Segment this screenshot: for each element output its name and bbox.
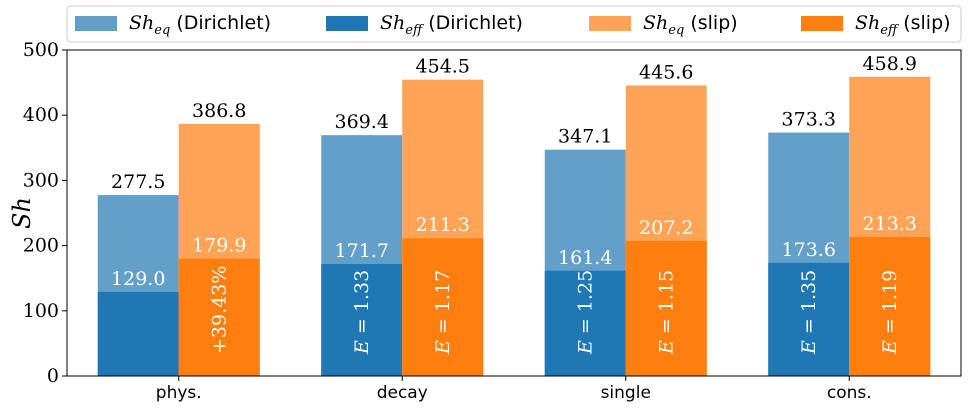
- value-label-slip-eff-phys: 179.9: [192, 235, 246, 257]
- y-tick-label: 500: [23, 39, 59, 61]
- x-tick-label: phys.: [156, 383, 202, 403]
- value-label-dirichlet-eq-single: 347.1: [558, 126, 612, 148]
- value-label-dirichlet-eff-decay: 171.7: [335, 240, 389, 262]
- bar-dirichlet-eff-decay: [321, 264, 403, 376]
- bar-annotation-slip-phys: +39.43%: [208, 266, 230, 354]
- value-label-dirichlet-eq-cons: 373.3: [782, 109, 836, 131]
- bar-annotation-dirichlet-single: E = 1.25: [574, 270, 596, 355]
- bar-annotation-dirichlet-cons: E = 1.35: [798, 270, 820, 355]
- legend-swatch: [326, 16, 368, 31]
- bar-annotation-slip-cons: E = 1.19: [879, 270, 901, 355]
- y-tick-label: 400: [23, 104, 59, 126]
- bar-dirichlet-eff-phys: [97, 291, 179, 376]
- value-label-dirichlet-eq-phys: 277.5: [111, 171, 165, 193]
- y-tick-label: 300: [23, 169, 59, 191]
- y-axis-label: Sh: [8, 197, 36, 229]
- value-label-slip-eff-cons: 213.3: [863, 213, 917, 235]
- bar-dirichlet-eff-cons: [768, 262, 850, 376]
- legend-label: Sheq (Dirichlet): [129, 12, 271, 38]
- x-tick-label: cons.: [827, 383, 872, 403]
- bar-annotation-dirichlet-decay: E = 1.33: [351, 270, 373, 355]
- value-label-dirichlet-eff-single: 161.4: [558, 247, 612, 269]
- bar-slip-eff-phys: [178, 258, 260, 376]
- value-label-slip-eff-decay: 211.3: [416, 214, 470, 236]
- legend-swatch: [589, 16, 631, 31]
- value-label-dirichlet-eq-decay: 369.4: [335, 111, 389, 133]
- legend-label: Sheff (Dirichlet): [380, 12, 523, 38]
- x-axis: phys. decay single cons.: [156, 376, 872, 403]
- bar-annotation-slip-decay: E = 1.17: [432, 270, 454, 355]
- value-label-dirichlet-eff-cons: 173.6: [782, 239, 836, 261]
- x-tick-label: single: [601, 383, 651, 403]
- bar-slip-eff-decay: [402, 238, 484, 376]
- legend: Sheq (Dirichlet) Sheff (Dirichlet) Sheq (s…: [66, 5, 962, 43]
- inner-labels-layer: 277.5 129.0 386.8 179.9 +39.43% 369.4 171.7 454…: [111, 53, 917, 355]
- value-label-dirichlet-eff-phys: 129.0: [111, 268, 165, 290]
- value-label-slip-eff-single: 207.2: [639, 217, 693, 239]
- bar-annotation-slip-single: E = 1.15: [655, 270, 677, 355]
- bar-slip-eff-single: [625, 240, 707, 376]
- legend-label: Sheq (slip): [643, 12, 738, 38]
- bars-layer: [97, 76, 931, 376]
- legend-box: [66, 5, 962, 43]
- value-label-slip-eq-decay: 454.5: [416, 56, 470, 78]
- bar-dirichlet-eff-single: [544, 270, 626, 376]
- y-tick-label: 100: [23, 300, 59, 322]
- x-tick-label: decay: [377, 383, 428, 403]
- value-label-slip-eq-single: 445.6: [639, 61, 693, 83]
- legend-swatch: [801, 16, 843, 31]
- legend-label: Sheff (slip): [855, 12, 951, 38]
- axes-frame: [66, 49, 962, 377]
- legend-swatch: [75, 16, 117, 31]
- bar-slip-eff-cons: [849, 236, 931, 376]
- y-axis: 0 100 200 300 400 500: [23, 39, 67, 387]
- y-tick-label: 200: [23, 235, 59, 257]
- value-label-slip-eq-phys: 386.8: [192, 100, 246, 122]
- y-tick-label: 0: [47, 365, 59, 387]
- value-label-slip-eq-cons: 458.9: [863, 53, 917, 75]
